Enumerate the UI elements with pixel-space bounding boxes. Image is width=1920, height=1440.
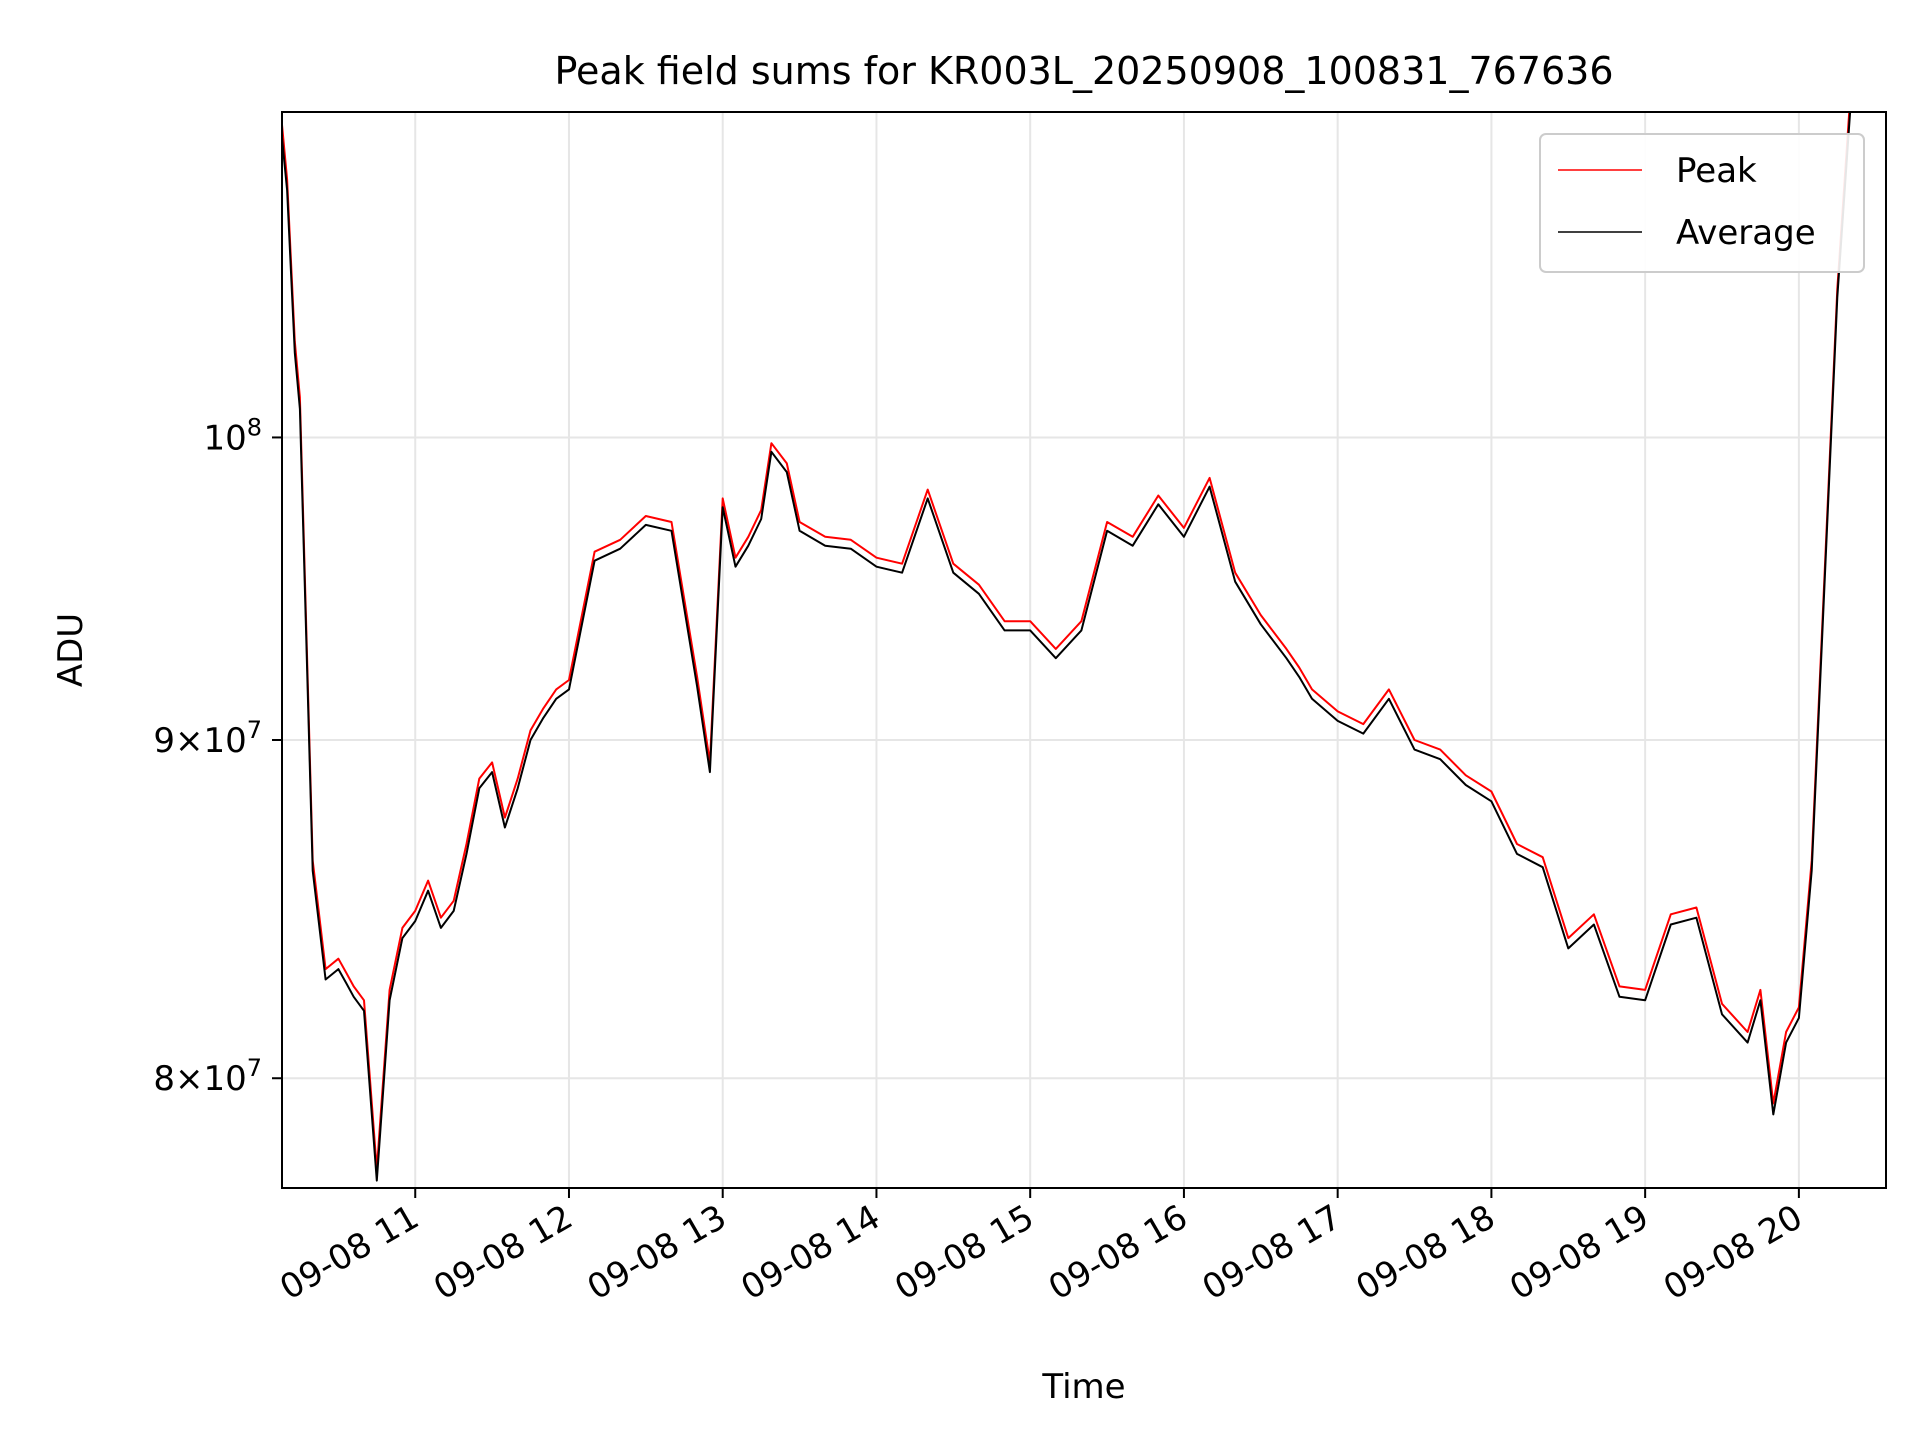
y-tick-label: 9×107	[153, 716, 262, 761]
series-lines	[282, 112, 1852, 1182]
chart-title: Peak field sums for KR003L_20250908_1008…	[554, 49, 1613, 93]
x-axis-label: Time	[1041, 1367, 1125, 1407]
series-line-peak	[282, 112, 1851, 1171]
plot-frame	[281, 111, 1887, 1189]
series-line-average	[282, 112, 1852, 1182]
legend-box	[1539, 133, 1865, 273]
legend-label-average: Average	[1676, 213, 1816, 253]
legend-label-peak: Peak	[1676, 151, 1757, 191]
legend: Peak Average	[1539, 133, 1865, 273]
y-tick-label: 8×107	[153, 1054, 262, 1099]
y-axis-label: ADU	[51, 613, 91, 687]
y-tick-label: 108	[203, 413, 262, 458]
